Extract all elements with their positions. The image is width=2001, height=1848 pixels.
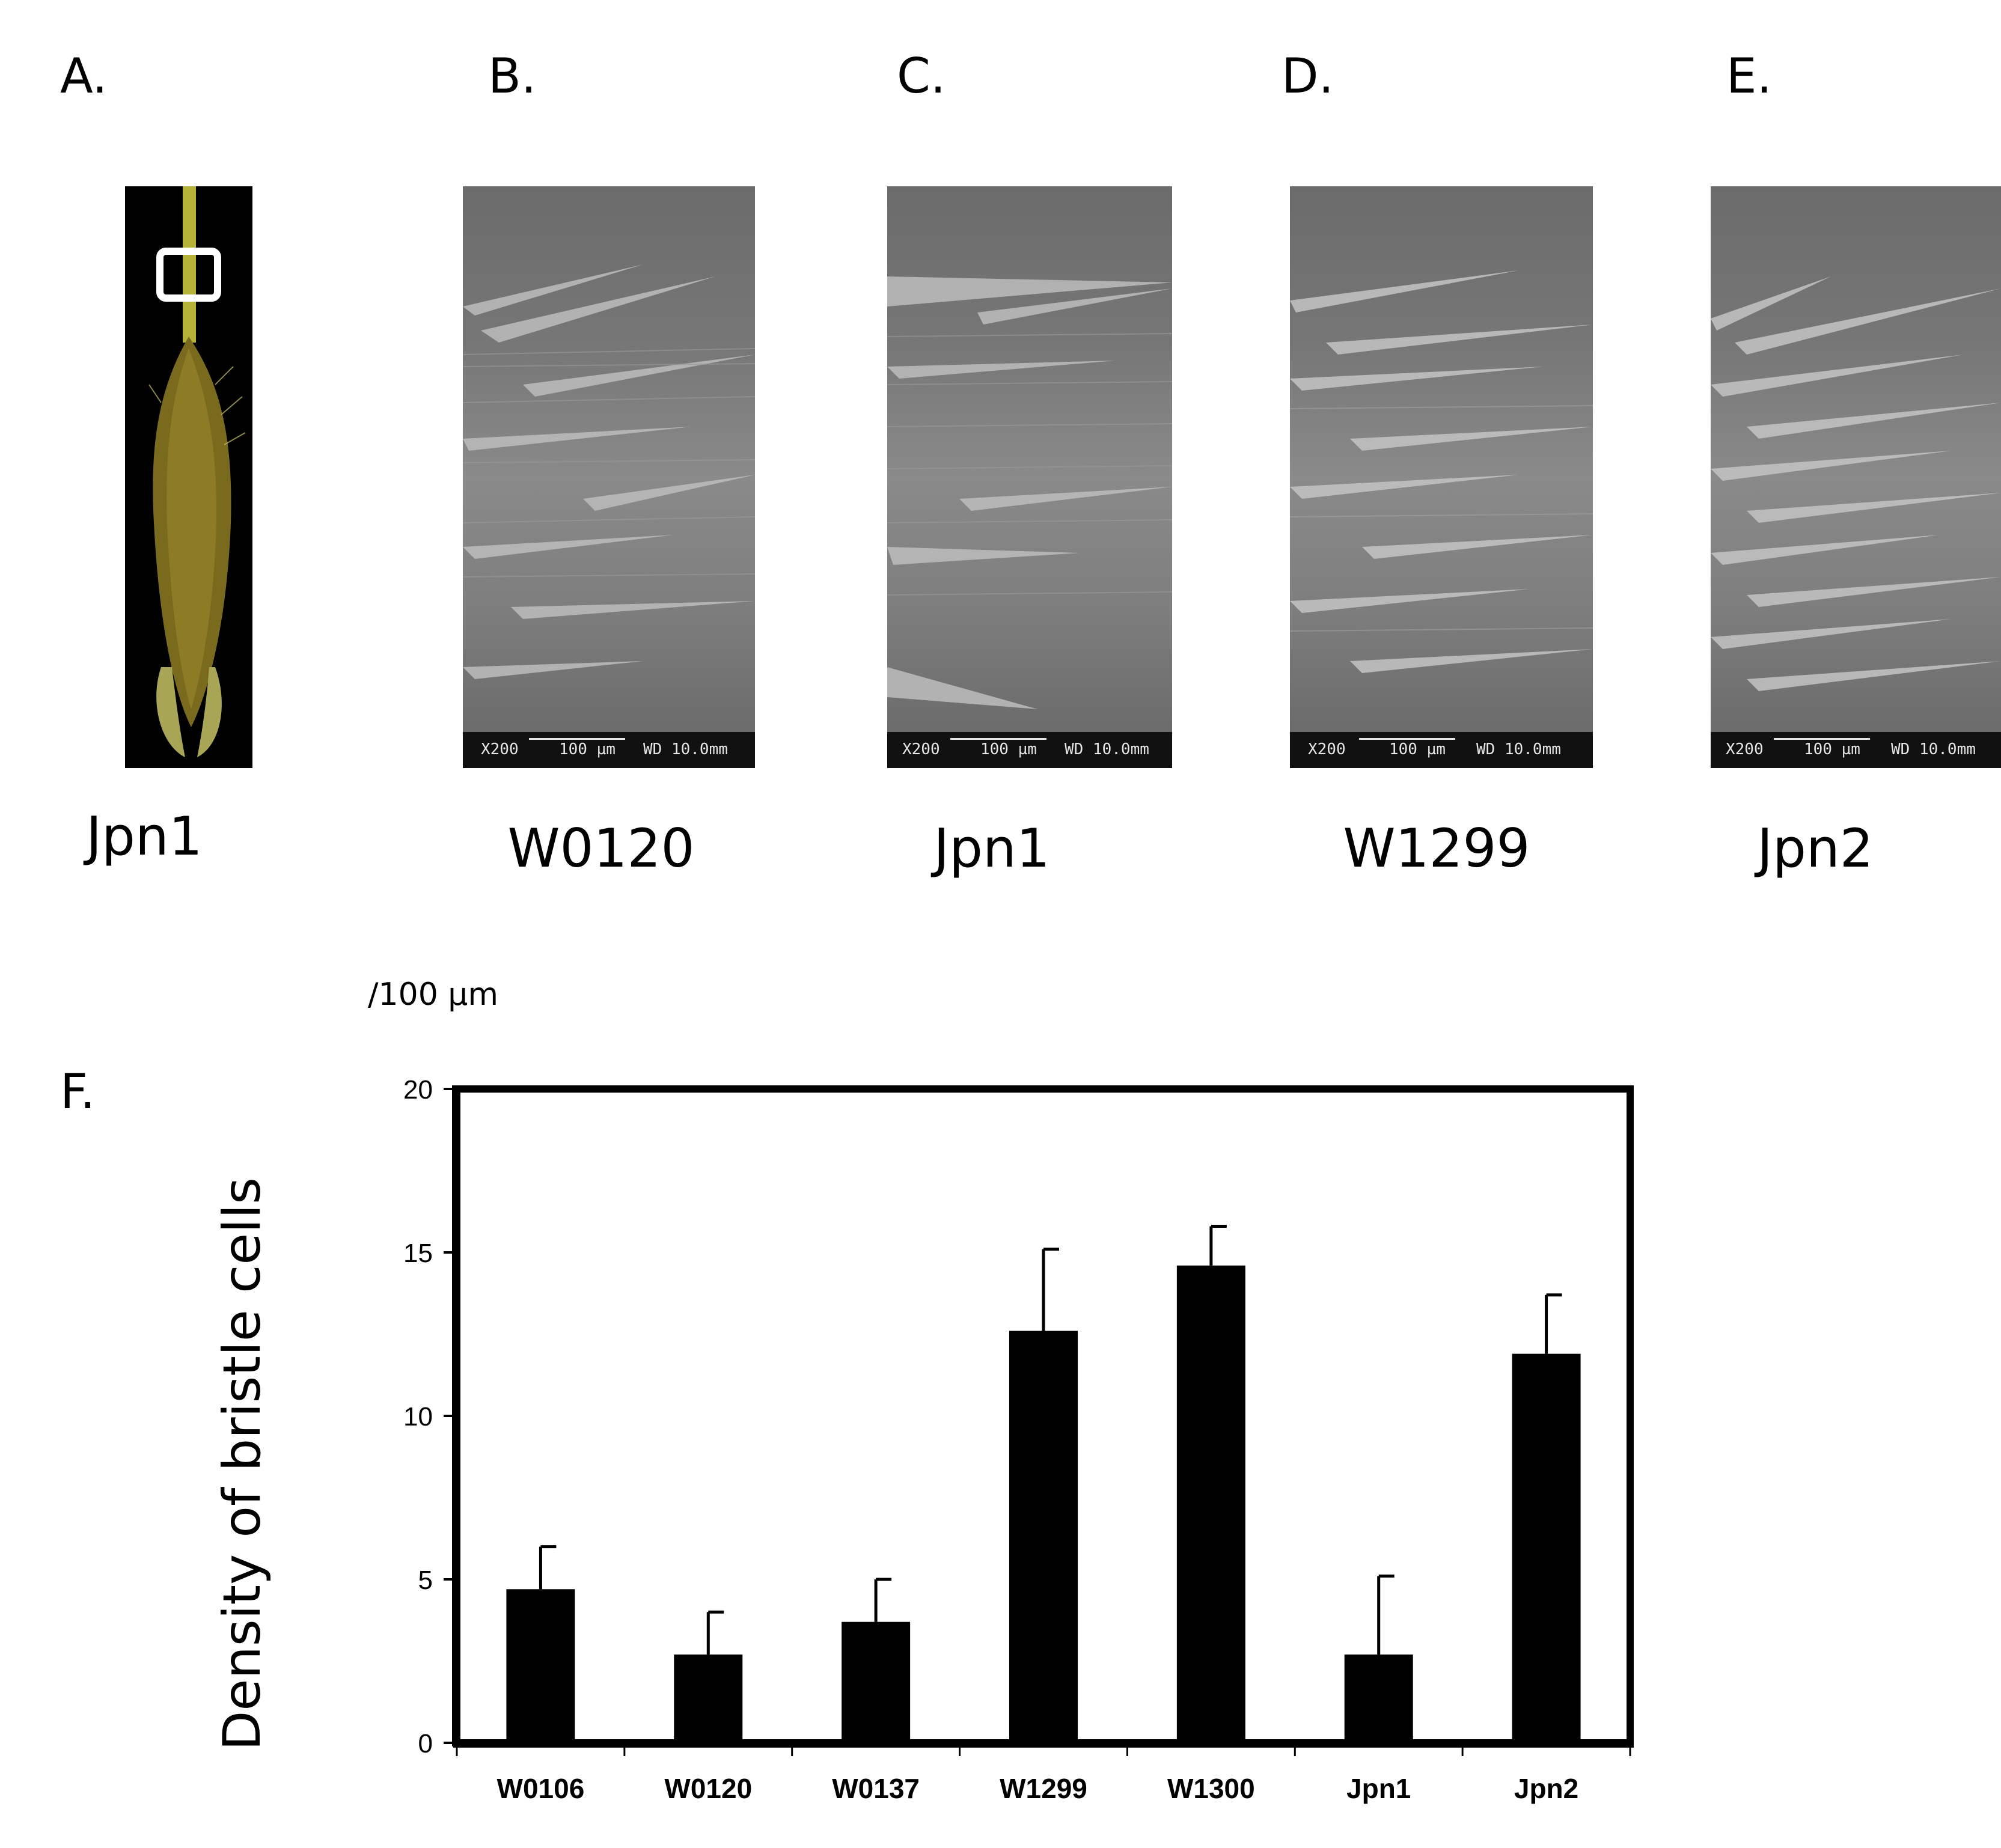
spikelet-illustration xyxy=(148,186,246,757)
x-tick-label: Jpn2 xyxy=(1514,1773,1578,1804)
x-tick-label: W0106 xyxy=(497,1773,585,1804)
chart-unit-label: /100 µm xyxy=(368,977,499,1013)
panel-a-caption: Jpn1 xyxy=(86,805,203,867)
working-distance-label: WD 10.0mm xyxy=(1476,740,1561,758)
bristle-texture xyxy=(887,276,1172,709)
y-tick-label: 15 xyxy=(403,1239,433,1268)
panel-c-scale-bar: X200 100 µm WD 10.0mm xyxy=(887,732,1172,768)
panel-d-sem-image: X200 100 µm WD 10.0mm xyxy=(1290,186,1593,768)
bristle-texture xyxy=(1290,270,1593,673)
bristle-texture xyxy=(1711,276,2001,691)
x-tick-label: Jpn1 xyxy=(1346,1773,1411,1804)
x-tick-label: W1300 xyxy=(1167,1773,1255,1804)
bar xyxy=(842,1621,911,1743)
scale-line xyxy=(529,738,625,740)
panel-a-plant-photo xyxy=(125,186,252,768)
scale-length-label: 100 µm xyxy=(1804,740,1860,758)
y-tick-label: 0 xyxy=(418,1729,433,1758)
panel-e-caption: Jpn2 xyxy=(1757,817,1874,879)
y-tick-label: 10 xyxy=(403,1402,433,1432)
working-distance-label: WD 10.0mm xyxy=(1065,740,1149,758)
panel-letter-e: E. xyxy=(1726,48,1772,104)
plot-frame xyxy=(453,1085,1634,1746)
scale-line xyxy=(1359,738,1455,740)
panel-letter-b: B. xyxy=(488,48,537,104)
working-distance-label: WD 10.0mm xyxy=(643,740,728,758)
bar xyxy=(1176,1265,1245,1743)
bar xyxy=(1344,1654,1413,1743)
panel-e-scale-bar: X200 100 µm WD 10.0mm xyxy=(1711,732,2001,768)
x-tick-label: W0120 xyxy=(664,1773,752,1804)
scale-line xyxy=(1774,738,1870,740)
y-axis-label: Density of bristle cells xyxy=(212,1177,272,1751)
working-distance-label: WD 10.0mm xyxy=(1891,740,1976,758)
panel-c-caption: Jpn1 xyxy=(933,817,1050,879)
panel-b-scale-bar: X200 100 µm WD 10.0mm xyxy=(463,732,755,768)
panel-b-caption: W0120 xyxy=(507,817,695,879)
magnification-label: X200 xyxy=(481,740,519,758)
panel-letter-d: D. xyxy=(1282,48,1334,104)
x-tick-label: W1299 xyxy=(1000,1773,1087,1804)
y-tick-label: 20 xyxy=(403,1075,433,1105)
panel-letter-a: A. xyxy=(60,48,108,104)
magnification-label: X200 xyxy=(1308,740,1346,758)
panel-d-caption: W1299 xyxy=(1343,817,1530,879)
magnification-label: X200 xyxy=(1726,740,1764,758)
scale-line xyxy=(950,738,1046,740)
y-tick-label: 5 xyxy=(418,1566,433,1595)
panel-c-sem-image: X200 100 µm WD 10.0mm xyxy=(887,186,1172,768)
panel-d-scale-bar: X200 100 µm WD 10.0mm xyxy=(1290,732,1593,768)
scale-length-label: 100 µm xyxy=(559,740,616,758)
x-tick-label: W0137 xyxy=(832,1773,920,1804)
panel-letter-f: F. xyxy=(60,1064,96,1120)
panel-e-sem-image: X200 100 µm WD 10.0mm xyxy=(1711,186,2001,768)
bristle-texture xyxy=(463,264,755,679)
panel-b-sem-image: X200 100 µm WD 10.0mm xyxy=(463,186,755,768)
region-highlight-box xyxy=(156,248,221,302)
panel-letter-c: C. xyxy=(897,48,946,104)
bar xyxy=(1512,1353,1581,1743)
bar xyxy=(674,1654,743,1743)
bar xyxy=(1009,1331,1078,1743)
bar xyxy=(506,1589,575,1743)
scale-length-label: 100 µm xyxy=(980,740,1037,758)
scale-length-label: 100 µm xyxy=(1389,740,1446,758)
magnification-label: X200 xyxy=(902,740,940,758)
